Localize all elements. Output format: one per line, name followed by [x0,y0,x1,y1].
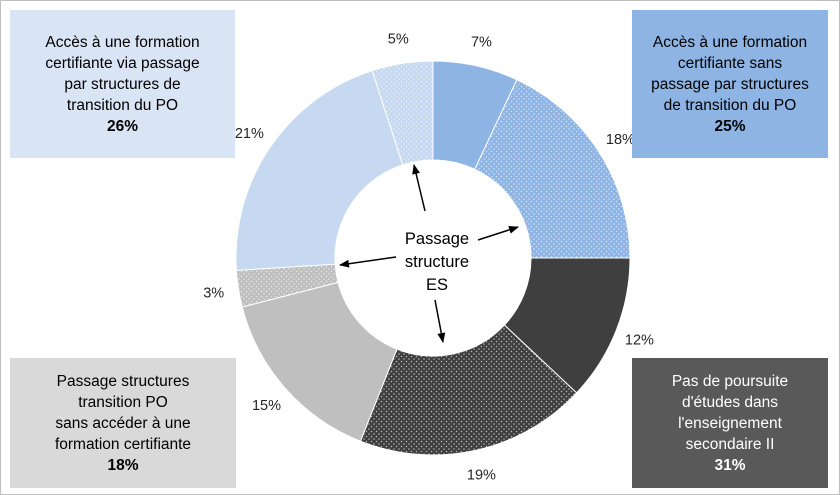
slice-label-3: 19% [467,468,496,484]
legend-line: d'études dans [681,393,779,411]
arrow-to-bottom [434,299,446,343]
legend-line: transition du PO [66,96,179,114]
slice-label-4: 15% [252,398,281,414]
donut-slice-pattern-5 [236,264,339,307]
legend-box-bottom-left: Passage structures transition PO sans ac… [10,358,236,488]
legend-line: Accès à une formation [45,33,200,51]
slice-label-2: 12% [625,333,654,349]
legend-line: Pas de poursuite [671,372,789,390]
legend-box-top-left: Accès à une formation certifiante via pa… [10,10,235,158]
legend-box-top-right: Accès à une formation certifiante sans p… [632,10,828,158]
legend-line: certifiante sans [677,54,783,72]
arrow-to-top [412,164,426,212]
legend-percent: 25% [714,117,746,135]
donut-slice-6 [235,70,404,271]
donut-slice-pattern-7 [372,61,433,165]
slice-label-5: 3% [203,286,224,302]
center-arrows [339,164,519,343]
arrow-to-right [477,225,519,241]
legend-line: certifiante via passage [45,54,200,72]
slice-label-1: 18% [606,132,635,148]
donut-slices [235,60,631,456]
slice-label-6: 21% [235,126,264,142]
center-label-line-1: Passage [405,230,469,248]
legend-percent: 26% [106,117,139,135]
legend-line: passage par structures [651,75,809,93]
slice-labels: 7% 18% 12% 19% 15% 3% 21% 5% [203,32,654,484]
legend-line: transition PO [78,393,168,411]
donut-slice-pattern-1 [474,79,630,258]
arrow-to-left [339,256,397,268]
legend-line: secondaire II [685,435,775,453]
legend-line: sans accéder à une [55,414,191,432]
legend-percent: 31% [714,456,746,474]
legend-line: par structures de [64,75,181,93]
slice-label-7: 5% [388,32,409,48]
legend-line: de transition du PO [663,96,797,114]
center-label-line-3: ES [426,276,448,294]
legend-percent: 18% [107,456,139,474]
center-label-line-2: structure [405,253,469,271]
slice-label-0: 7% [471,34,492,50]
donut-slice-pattern-3 [360,325,577,455]
legend-line: Passage structures [56,372,190,390]
legend-line: Accès à une formation [652,33,808,51]
legend-box-bottom-right: Pas de poursuite d'études dans l'enseign… [632,358,828,488]
legend-line: l'enseignement [678,414,782,432]
legend-line: formation certifiante [54,435,192,453]
